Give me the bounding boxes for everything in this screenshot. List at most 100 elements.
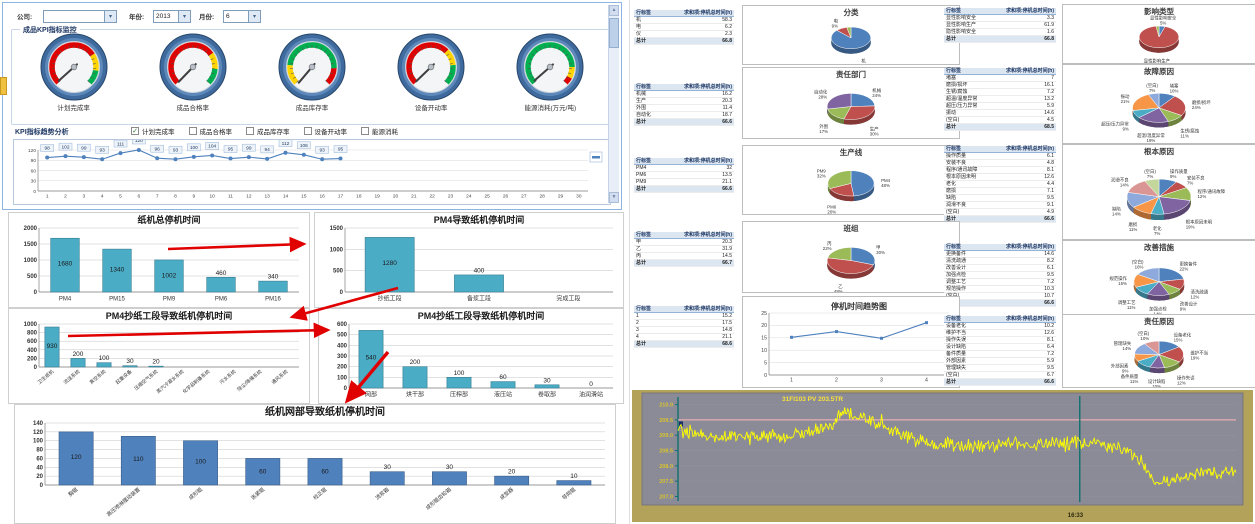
- svg-text:200: 200: [410, 359, 421, 366]
- svg-text:30: 30: [384, 464, 392, 471]
- svg-text:27: 27: [521, 194, 527, 200]
- chart-panel-banzu: 班组甲 30% 乙 48% 丙 22%: [742, 221, 960, 294]
- checkbox-icon[interactable]: [303, 127, 312, 135]
- svg-text:400: 400: [474, 267, 485, 274]
- svg-text:28: 28: [539, 194, 545, 200]
- month-select[interactable]: 6 ▾: [223, 10, 261, 23]
- scroll-down-icon[interactable]: ▼: [609, 192, 619, 203]
- svg-text:400: 400: [337, 343, 348, 349]
- scrollbar[interactable]: ▲ ▼: [608, 5, 619, 203]
- pivot-table-xian: 行标签 求和项:停机总时间(h) PM4 32 PM6 13.5 PM9 21.1 总计 66.6: [634, 158, 734, 193]
- svg-text:20: 20: [393, 194, 399, 200]
- svg-text:成型器: 成型器: [498, 485, 516, 502]
- chevron-down-icon[interactable]: ▾: [178, 11, 190, 22]
- svg-text:蒸汽冷凝水系统: 蒸汽冷凝水系统: [155, 368, 185, 395]
- chart-machine-total-downtime: 纸机总停机时间 0 500 1000 1500 2000 1680 PM4 1340 PM15 10…: [8, 212, 310, 308]
- scroll-thumb[interactable]: [609, 18, 619, 48]
- svg-text:2: 2: [64, 194, 67, 200]
- svg-text:340: 340: [268, 274, 279, 281]
- svg-text:卷取部: 卷取部: [538, 391, 556, 399]
- checkbox-label: 能源消耗: [372, 129, 398, 136]
- svg-text:120: 120: [71, 454, 82, 461]
- pivot-table-gaishan: 行标签 求和项:停机总时间(h) 更换备件 14.6 清洗疏通 8.2 改善设计 6.1 加强点…: [944, 244, 1056, 307]
- year-select[interactable]: 2013 ▾: [153, 10, 191, 23]
- table-header-row: 行标签 求和项:停机总时间(h): [634, 306, 734, 313]
- table-header-row: 行标签 求和项:停机总时间(h): [944, 146, 1056, 153]
- company-label: 公司:: [17, 14, 33, 21]
- svg-text:电9%: 电 9%: [832, 17, 839, 28]
- company-select[interactable]: ▾: [43, 10, 117, 23]
- bar-chart-c1: 纸机总停机时间 0 500 1000 1500 2000 1680 PM4 1340 PM15 10…: [24, 214, 299, 303]
- pivot-table-yingxiang: 行标签 求和项:停机总时间(h) 显性影响安全 3.3 显性影响生产 61.9 隐性影响安全…: [944, 8, 1056, 43]
- chevron-down-icon[interactable]: ▾: [104, 11, 116, 22]
- checkbox-icon[interactable]: [246, 127, 254, 135]
- kpi-series-checkbox-3[interactable]: 成品库存率: [246, 126, 290, 136]
- gauge-3: 成品库存率: [276, 32, 348, 124]
- table-row: 电 6.2: [634, 23, 734, 31]
- kpi-monitor-window: 公司: ▾ 年份: 2013 ▾ 月份: 6 ▾ 成品KPI指标监控 计划完成率…: [2, 2, 622, 210]
- gauge-label: 成品合格率: [176, 105, 210, 112]
- svg-text:老化7%: 老化 7%: [1153, 225, 1162, 236]
- chevron-down-icon[interactable]: ▾: [248, 11, 260, 22]
- scroll-up-icon[interactable]: ▲: [609, 5, 619, 16]
- kpi-series-checkbox-2[interactable]: 成品合格率: [188, 126, 232, 136]
- svg-text:17: 17: [338, 194, 344, 200]
- collapsed-panel-tab[interactable]: [0, 77, 7, 95]
- kpi-series-checkbox-5[interactable]: 能源消耗: [361, 126, 398, 136]
- svg-text:20: 20: [761, 323, 767, 329]
- table-row: PM6 13.5: [634, 171, 734, 179]
- gauges-groupbox: 成品KPI指标监控 计划完成率 成品合格率 成品库存率 设备开动率 能源消耗(万元/吨): [11, 25, 613, 125]
- table-row: 缺陷 9.5: [944, 194, 1056, 202]
- svg-text:改善措施: 改善措施: [1144, 242, 1174, 252]
- table-row: 程序/通讯故障 8.1: [944, 166, 1056, 174]
- pie-chart-banzu: 班组甲 30% 乙 48% 丙 22%: [823, 223, 885, 294]
- svg-text:25: 25: [761, 311, 767, 317]
- table-row: 管理缺失 9.5: [944, 364, 1056, 372]
- table-header-row: 行标签 求和项:停机总时间(h): [944, 8, 1056, 15]
- kpi-series-checkbox-4[interactable]: 设备开动率: [303, 126, 347, 136]
- chart-pm4-paper-section-parts: PM4抄纸工段导致纸机停机时间 0 100 200 300 400 500 600 540 网部 2…: [318, 308, 624, 404]
- svg-text:20: 20: [508, 469, 516, 476]
- table-header-row: 行标签 求和项:停机总时间(h): [944, 68, 1056, 75]
- table-row: 清洗疏通 8.2: [944, 257, 1056, 265]
- checkbox-checked-icon[interactable]: ✓: [131, 127, 139, 135]
- table-row: 备件质量 7.2: [944, 350, 1056, 358]
- svg-text:99: 99: [81, 145, 87, 151]
- svg-text:1002: 1002: [162, 272, 177, 279]
- chart-panel-genben: 根本原因 操作质量 9% 安装不良 7% 程序/通讯故障 12% 根本原因未明 19% 老化 7% 磨…: [1062, 144, 1255, 240]
- table-row: 规范操作 10.3: [944, 285, 1056, 293]
- kpi-series-checkbox-1[interactable]: ✓ 计划完成率: [131, 126, 175, 136]
- checkbox-icon[interactable]: [361, 127, 369, 135]
- svg-text:60: 60: [259, 468, 267, 475]
- svg-text:根本原因: 根本原因: [1144, 146, 1174, 156]
- svg-text:卫生纸机: 卫生纸机: [36, 368, 55, 386]
- svg-text:9: 9: [192, 194, 195, 200]
- svg-text:导网辊: 导网辊: [560, 485, 577, 501]
- gauge-dial-icon: [159, 33, 227, 101]
- svg-text:1680: 1680: [58, 260, 73, 267]
- svg-text:化学品制备系统: 化学品制备系统: [181, 368, 211, 395]
- table-row: (空白) 4.9: [944, 208, 1056, 216]
- svg-text:15: 15: [301, 194, 307, 200]
- svg-text:300: 300: [337, 354, 348, 360]
- svg-text:完成工段: 完成工段: [556, 295, 580, 303]
- bar-chart-c2: PM4导致纸机停机时间 0 500 1000 1500 1280 抄纸工段 400 备浆工段 完成…: [330, 214, 613, 303]
- checkbox-icon[interactable]: [188, 127, 197, 135]
- svg-text:0: 0: [33, 189, 36, 195]
- gauge-2: 成品合格率: [157, 32, 229, 124]
- pie-chart-xian: 生产线 PM4 48% PM6 20% PM9 32%: [817, 147, 891, 215]
- svg-text:生产线: 生产线: [840, 147, 863, 157]
